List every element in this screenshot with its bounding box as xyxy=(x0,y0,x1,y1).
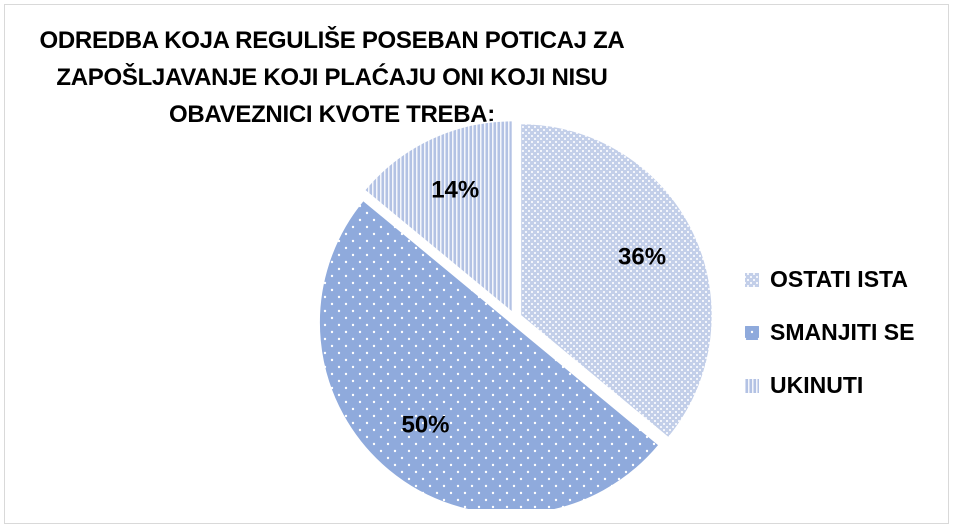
legend-swatch xyxy=(745,379,759,393)
legend-label: OSTATI ISTA xyxy=(770,266,908,292)
data-label: 36% xyxy=(618,244,666,271)
legend-swatch xyxy=(745,326,759,340)
legend-label: UKINUTI xyxy=(770,372,863,398)
chart: 36% 50% 14% OSTATI ISTA SMANJITI SE UKINUTI xyxy=(318,119,914,509)
legend-label: SMANJITI SE xyxy=(770,319,914,345)
legend-swatch xyxy=(745,273,759,287)
pie-slice xyxy=(318,199,661,509)
chart-title: ODREDBA KOJA REGULIŠE POSEBAN POTICAJ ZA… xyxy=(39,27,625,128)
pie-slice xyxy=(519,122,714,439)
pie-slice xyxy=(363,119,514,315)
data-label: 14% xyxy=(431,176,479,203)
data-label: 50% xyxy=(401,412,449,439)
